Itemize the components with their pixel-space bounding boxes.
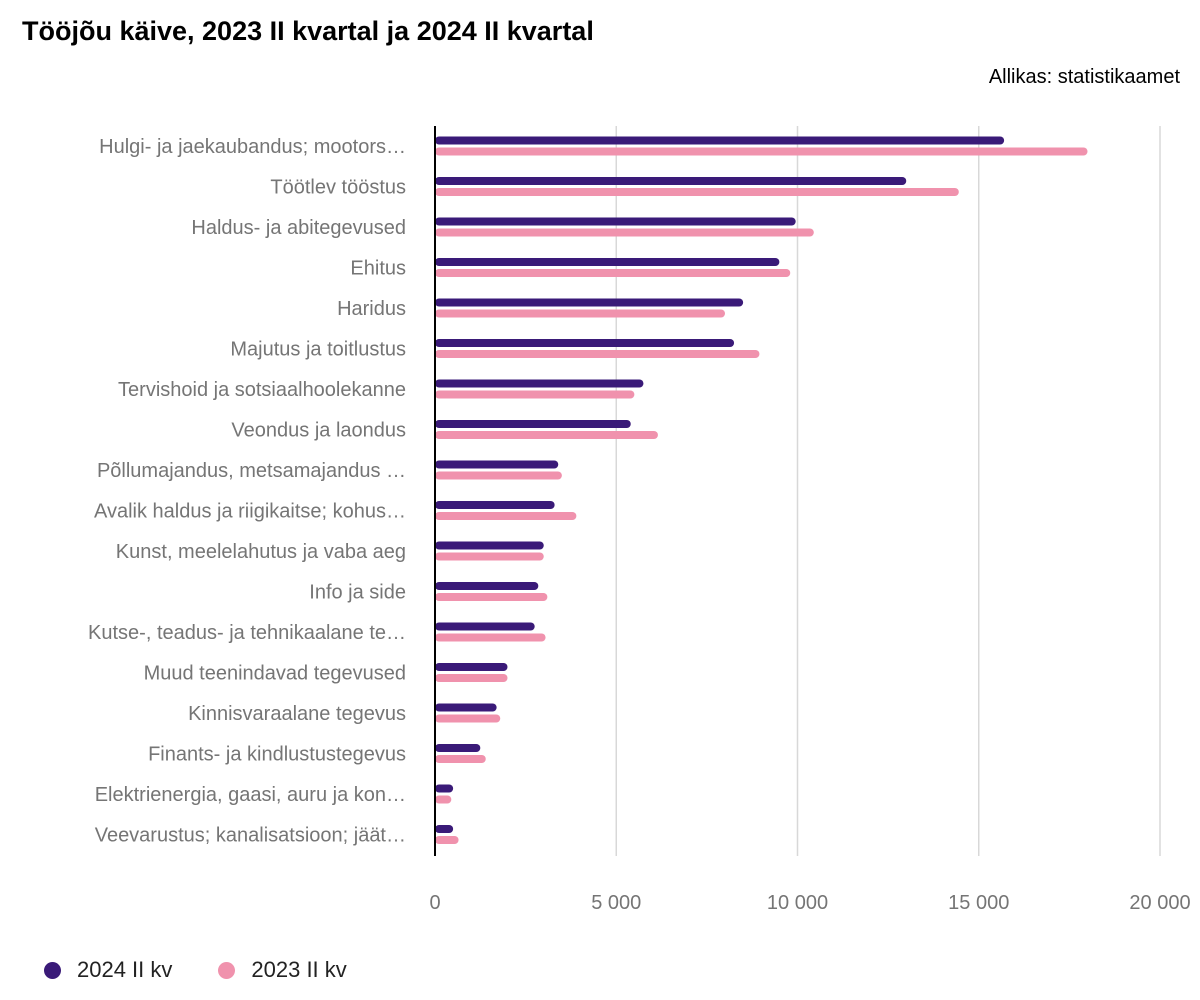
bar-chart: Hulgi- ja jaekaubandus; mootors… Töötlev … bbox=[88, 126, 1191, 914]
bar-2024[interactable] bbox=[435, 744, 481, 752]
bar-2024[interactable] bbox=[435, 258, 780, 266]
legend-label: 2023 II kv bbox=[251, 957, 347, 982]
category-label: Veevarustus; kanalisatsioon; jäät… bbox=[95, 825, 406, 847]
chart-title: Tööjõu käive, 2023 II kvartal ja 2024 II… bbox=[22, 16, 594, 46]
bar-2024[interactable] bbox=[435, 582, 539, 590]
category-label: Finants- ja kindlustustegevus bbox=[148, 744, 406, 766]
category-label: Tervishoid ja sotsiaalhoolekanne bbox=[118, 379, 406, 401]
grid-layer bbox=[615, 126, 1161, 856]
bar-2023[interactable] bbox=[435, 228, 814, 237]
x-tick-label: 20 000 bbox=[1129, 892, 1190, 914]
bar-2023[interactable] bbox=[435, 390, 635, 399]
bar-2024[interactable] bbox=[435, 460, 559, 469]
bar-2024[interactable] bbox=[435, 136, 1005, 145]
bar-2023[interactable] bbox=[435, 309, 725, 318]
bar-2024[interactable] bbox=[435, 298, 744, 307]
bar-2023[interactable] bbox=[435, 431, 658, 439]
legend-item-2023[interactable]: 2023 II kv bbox=[218, 957, 347, 983]
bar-2023[interactable] bbox=[435, 633, 546, 642]
category-label: Veondus ja laondus bbox=[231, 420, 406, 442]
category-label: Avalik haldus ja riigikaitse; kohus… bbox=[94, 501, 406, 523]
category-label: Muud teenindavad tegevused bbox=[144, 663, 406, 685]
legend: 2024 II kv 2023 II kv bbox=[44, 957, 347, 983]
category-label: Kinnisvaraalane tegevus bbox=[188, 703, 406, 725]
bar-2023[interactable] bbox=[435, 188, 959, 196]
category-label: Majutus ja toitlustus bbox=[230, 339, 406, 361]
bar-2023[interactable] bbox=[435, 147, 1088, 156]
category-label: Haridus bbox=[337, 298, 406, 320]
x-tick-label: 0 bbox=[429, 892, 440, 914]
bar-2024[interactable] bbox=[435, 825, 454, 833]
bar-2023[interactable] bbox=[435, 674, 508, 682]
bar-2023[interactable] bbox=[435, 755, 486, 763]
bar-2024[interactable] bbox=[435, 501, 555, 509]
bar-2023[interactable] bbox=[435, 795, 452, 804]
category-label: Töötlev tööstus bbox=[270, 177, 406, 199]
bar-2024[interactable] bbox=[435, 703, 497, 712]
legend-item-2024[interactable]: 2024 II kv bbox=[44, 957, 172, 983]
bar-2024[interactable] bbox=[435, 541, 544, 550]
category-label: Põllumajandus, metsamajandus … bbox=[97, 460, 406, 482]
category-label: Ehitus bbox=[350, 258, 406, 280]
bars-layer bbox=[435, 136, 1088, 844]
bar-2024[interactable] bbox=[435, 339, 735, 347]
x-axis-ticks: 0 5 000 10 000 15 000 20 000 bbox=[429, 892, 1190, 914]
bar-2023[interactable] bbox=[435, 836, 459, 844]
source-note: Allikas: statistikaamet bbox=[988, 66, 1180, 88]
legend-dot-icon bbox=[44, 961, 61, 979]
bar-2023[interactable] bbox=[435, 593, 548, 601]
bar-2024[interactable] bbox=[435, 379, 644, 388]
bar-2024[interactable] bbox=[435, 622, 535, 631]
bar-2024[interactable] bbox=[435, 663, 508, 671]
category-label: Info ja side bbox=[309, 582, 406, 604]
bar-2024[interactable] bbox=[435, 784, 454, 793]
bar-2023[interactable] bbox=[435, 269, 791, 277]
category-label: Kutse-, teadus- ja tehnikaalane te… bbox=[88, 622, 406, 644]
category-labels: Hulgi- ja jaekaubandus; mootors… Töötlev … bbox=[88, 136, 406, 847]
category-label: Kunst, meelelahutus ja vaba aeg bbox=[116, 541, 406, 563]
x-tick-label: 15 000 bbox=[948, 892, 1009, 914]
bar-2023[interactable] bbox=[435, 512, 577, 520]
category-label: Elektrienergia, gaasi, auru ja kon… bbox=[95, 784, 406, 806]
x-tick-label: 5 000 bbox=[591, 892, 641, 914]
category-label: Haldus- ja abitegevused bbox=[191, 217, 406, 239]
bar-2023[interactable] bbox=[435, 714, 501, 723]
bar-2023[interactable] bbox=[435, 552, 544, 561]
bar-2024[interactable] bbox=[435, 177, 907, 185]
legend-dot-icon bbox=[218, 961, 236, 979]
x-tick-label: 10 000 bbox=[767, 892, 828, 914]
bar-2023[interactable] bbox=[435, 471, 562, 480]
category-label: Hulgi- ja jaekaubandus; mootors… bbox=[99, 136, 406, 158]
bar-2024[interactable] bbox=[435, 217, 796, 226]
legend-label: 2024 II kv bbox=[77, 957, 173, 982]
bar-2023[interactable] bbox=[435, 350, 760, 358]
bar-2024[interactable] bbox=[435, 420, 631, 428]
